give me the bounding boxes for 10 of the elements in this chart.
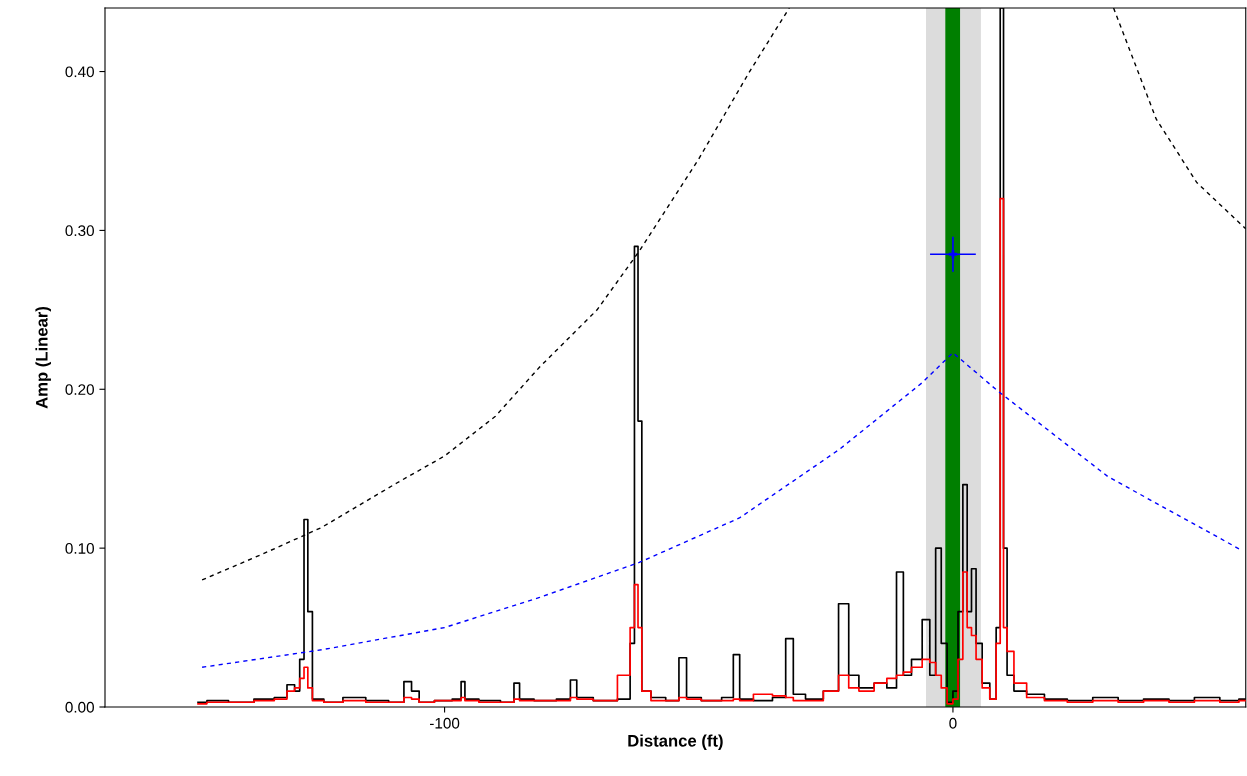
y-tick-label: 0.10: [65, 543, 94, 554]
line-series: [201, 352, 1242, 668]
x-tick-label: 0: [949, 717, 957, 729]
y-tick-label: 0.40: [65, 66, 94, 78]
x-axis-title: Distance (ft): [628, 734, 723, 750]
y-tick-label: 0.00: [65, 701, 94, 713]
y-tick-label: 0.30: [65, 225, 94, 237]
y-axis-title: Amp (Linear): [35, 306, 51, 409]
y-tick-label: 0.20: [65, 384, 94, 395]
x-tick-label: -100: [429, 717, 460, 729]
